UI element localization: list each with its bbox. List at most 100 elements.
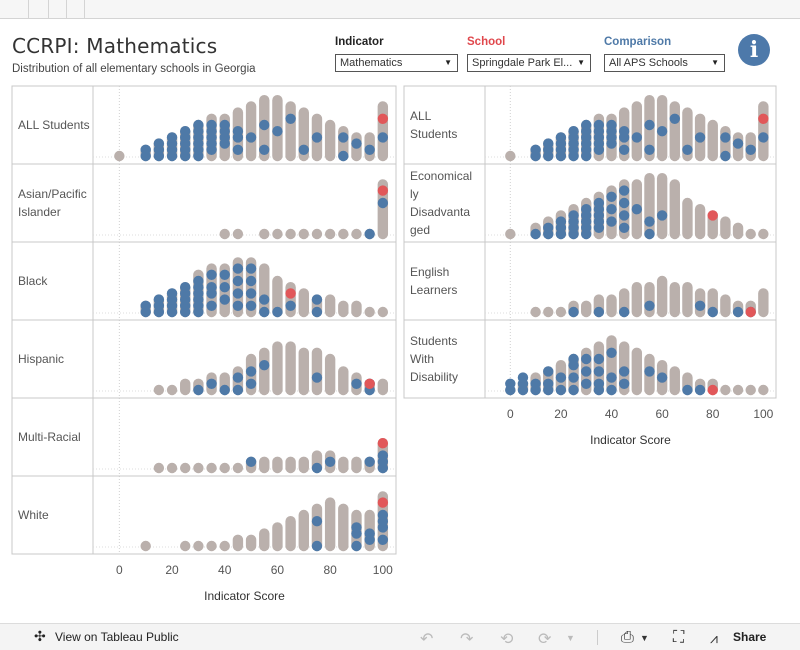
school-dropdown[interactable]: Springdale Park El... ▼ bbox=[467, 54, 591, 72]
x-tick-label: 60 bbox=[271, 563, 285, 577]
refresh-icon[interactable]: ⟳ bbox=[538, 631, 552, 648]
distribution-dot bbox=[543, 306, 554, 318]
dropdown-arrow-icon: ▼ bbox=[711, 58, 719, 67]
comparison-dot bbox=[581, 119, 592, 131]
comparison-dot bbox=[311, 540, 323, 552]
comparison-dot bbox=[732, 138, 744, 149]
row-label: Multi-Racial bbox=[18, 430, 81, 444]
comparison-dot bbox=[543, 222, 554, 233]
comparison-dot bbox=[245, 288, 257, 299]
comparison-dot bbox=[206, 269, 217, 280]
comparison-dot bbox=[720, 150, 731, 162]
dropdown-arrow-icon: ▼ bbox=[444, 58, 452, 67]
comparison-dot bbox=[682, 384, 693, 396]
comparison-dot bbox=[272, 306, 283, 318]
comparison-dot bbox=[311, 306, 323, 318]
comparison-dot bbox=[618, 366, 630, 377]
distribution-dot bbox=[232, 228, 244, 240]
share-icon[interactable]: ⩘ bbox=[710, 630, 718, 646]
comparison-dot bbox=[377, 450, 389, 461]
school-dot bbox=[745, 306, 756, 318]
comparison-dot bbox=[285, 300, 296, 311]
revert-icon[interactable]: ⟲ bbox=[500, 631, 514, 648]
comparison-dropdown-value: All APS Schools bbox=[609, 57, 688, 69]
school-dot bbox=[377, 438, 389, 449]
comparison-dot bbox=[606, 384, 617, 396]
x-tick-label: 20 bbox=[165, 563, 179, 577]
indicator-filter-label: Indicator bbox=[335, 36, 384, 48]
row-label: Students With Disability bbox=[410, 334, 458, 384]
comparison-dot bbox=[180, 126, 191, 137]
comparison-dot bbox=[259, 119, 270, 131]
distribution-dot bbox=[377, 306, 389, 318]
comparison-dot bbox=[311, 294, 323, 305]
row-label-line: Disadvanta bbox=[410, 205, 470, 219]
row-label: White bbox=[18, 508, 49, 522]
comparison-dot bbox=[606, 119, 617, 131]
tab[interactable] bbox=[28, 0, 48, 19]
comparison-dot bbox=[606, 204, 617, 215]
comparison-dot bbox=[543, 378, 554, 389]
school-dot bbox=[377, 497, 389, 508]
school-dropdown-value: Springdale Park El... bbox=[472, 57, 573, 69]
undo-icon[interactable]: ↶ bbox=[420, 631, 434, 648]
distribution-dot bbox=[140, 540, 151, 552]
distribution-dot bbox=[732, 384, 744, 396]
comparison-dot bbox=[219, 282, 230, 293]
distribution-dot bbox=[338, 228, 349, 240]
download-dropdown-icon[interactable]: ▼ bbox=[640, 633, 649, 643]
share-button[interactable]: Share bbox=[733, 630, 767, 644]
x-axis-title: Indicator Score bbox=[204, 589, 285, 603]
row-label: Economical ly Disadvanta ged bbox=[410, 169, 472, 237]
tab[interactable] bbox=[84, 0, 800, 19]
view-on-tableau-link[interactable]: View on Tableau Public bbox=[55, 630, 179, 644]
comparison-dot bbox=[377, 197, 389, 209]
comparison-dot bbox=[530, 378, 541, 389]
row-label-line: Asian/Pacific bbox=[18, 187, 87, 201]
comparison-filter: Comparison All APS Schools ▼ bbox=[604, 36, 725, 72]
distribution-dot bbox=[758, 384, 769, 396]
school-dot bbox=[285, 288, 296, 299]
comparison-dot bbox=[631, 132, 643, 143]
indicator-filter: Indicator Mathematics ▼ bbox=[335, 36, 458, 72]
indicator-dropdown[interactable]: Mathematics ▼ bbox=[335, 54, 458, 72]
row-label-line: Students bbox=[410, 334, 457, 348]
tab[interactable] bbox=[66, 0, 84, 19]
row-label: Black bbox=[18, 274, 48, 288]
comparison-dot bbox=[180, 282, 191, 293]
comparison-dot bbox=[568, 210, 579, 221]
comparison-dot bbox=[324, 456, 336, 467]
row-label-line: Disability bbox=[410, 370, 458, 384]
pause-dropdown-icon[interactable]: ▼ bbox=[566, 633, 575, 643]
comparison-dot bbox=[245, 263, 257, 274]
distribution-dot bbox=[193, 540, 204, 552]
info-icon[interactable]: i bbox=[738, 34, 770, 66]
dropdown-arrow-icon: ▼ bbox=[577, 58, 585, 67]
comparison-dot bbox=[530, 144, 541, 155]
fullscreen-icon[interactable]: ⛶ bbox=[673, 629, 685, 646]
comparison-dot bbox=[245, 456, 257, 467]
comparison-dot bbox=[618, 306, 630, 318]
comparison-dot bbox=[593, 378, 605, 389]
comparison-dropdown[interactable]: All APS Schools ▼ bbox=[604, 54, 725, 72]
redo-icon[interactable]: ↷ bbox=[460, 631, 474, 648]
distribution-dot bbox=[153, 462, 165, 474]
distribution-dot bbox=[555, 306, 567, 318]
comparison-dot bbox=[656, 372, 668, 383]
tab[interactable] bbox=[48, 0, 66, 19]
download-icon[interactable]: ⎙ bbox=[621, 629, 634, 646]
distribution-dot bbox=[505, 228, 516, 240]
comparison-dot bbox=[219, 119, 230, 131]
comparison-dot bbox=[644, 119, 655, 131]
distribution-dot bbox=[311, 228, 323, 240]
comparison-dot bbox=[259, 306, 270, 318]
comparison-dot bbox=[259, 360, 270, 371]
comparison-dot bbox=[568, 126, 579, 137]
comparison-dot bbox=[694, 384, 706, 396]
comparison-dot bbox=[245, 275, 257, 287]
comparison-dot bbox=[351, 522, 362, 533]
comparison-dot bbox=[505, 378, 516, 389]
school-dot bbox=[364, 378, 375, 389]
comparison-dot bbox=[206, 119, 217, 131]
